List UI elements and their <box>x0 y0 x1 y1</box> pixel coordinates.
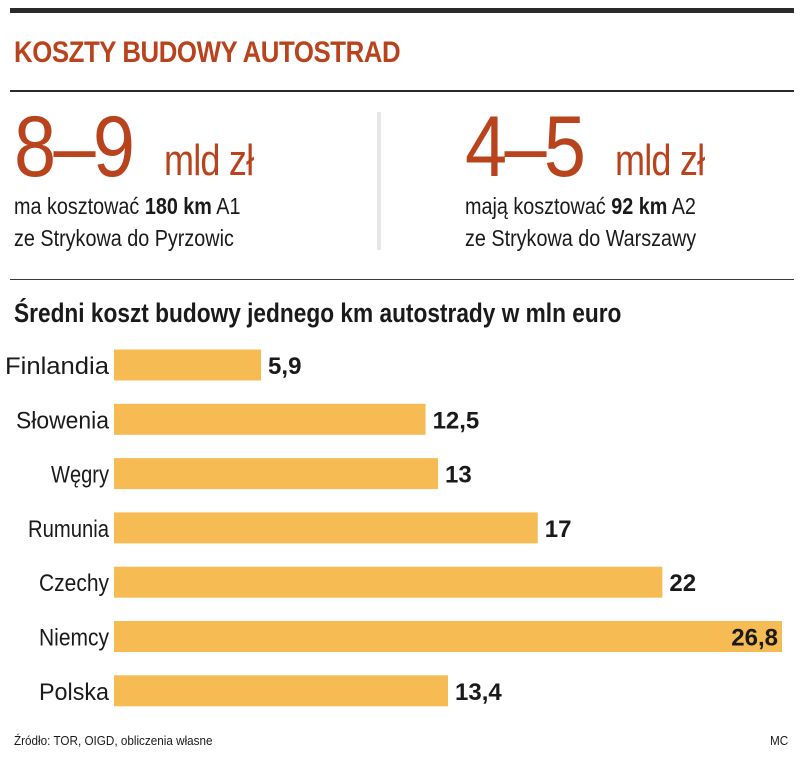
stat-a2: 4–5 mld zł mają kosztować 92 km A2 ze St… <box>465 99 705 251</box>
stat-a1-value: 8–9 <box>14 99 135 195</box>
bar <box>114 621 782 652</box>
category-label: Rumunia <box>28 516 110 543</box>
stat-a1-text-bold: 180 km <box>144 193 212 219</box>
category-label: Polska <box>39 679 110 706</box>
source-note: Źródło: TOR, OIGD, obliczenia własne <box>14 733 213 748</box>
bar <box>114 349 262 381</box>
section-rule <box>10 279 794 280</box>
stat-a2-description: mają kosztować 92 km A2 ze Strykowa do W… <box>465 190 696 254</box>
value-label: 13 <box>445 462 472 489</box>
category-label: Finlandia <box>5 353 110 380</box>
bar <box>114 458 439 490</box>
value-label: 26,8 <box>731 625 778 652</box>
category-label: Czechy <box>39 570 109 597</box>
value-label: 22 <box>669 570 696 597</box>
value-label: 17 <box>545 516 572 543</box>
stat-a1-description: ma kosztować 180 km A1 ze Strykowa do Py… <box>14 190 241 254</box>
stat-a1-text-pre: ma kosztować <box>14 193 145 219</box>
stat-a1-text-line2: ze Strykowa do Pyrzowic <box>14 225 234 251</box>
stat-a2-text-bold: 92 km <box>611 193 668 219</box>
infographic-title: KOSZTY BUDOWY AUTOSTRAD <box>14 36 401 69</box>
bar <box>114 512 538 544</box>
author-credit: MC <box>770 733 789 748</box>
stat-a2-unit: mld zł <box>615 136 705 185</box>
stat-a2-text-pre: mają kosztować <box>465 193 612 219</box>
value-label: 5,9 <box>268 353 301 380</box>
bar <box>114 675 448 707</box>
chart-title: Średni koszt budowy jednego km autostrad… <box>14 298 622 328</box>
top-rule <box>10 8 794 13</box>
stat-a1: 8–9 mld zł ma kosztować 180 km A1 ze Str… <box>14 99 254 251</box>
stat-a1-text-post: A1 <box>211 193 241 219</box>
stat-a2-text-line2: ze Strykowa do Warszawy <box>465 225 697 251</box>
stat-a2-value: 4–5 <box>465 99 586 195</box>
category-label: Węgry <box>51 462 109 489</box>
value-label: 12,5 <box>433 407 480 434</box>
stat-a1-unit: mld zł <box>164 136 254 185</box>
category-label: Słowenia <box>16 407 110 434</box>
stat-a2-text-post: A2 <box>667 193 696 219</box>
title-rule <box>10 90 794 92</box>
category-label: Niemcy <box>39 625 109 652</box>
value-label: 13,4 <box>455 679 502 706</box>
bar <box>114 566 663 598</box>
bar-chart: Finlandia 5,9 Słowenia 12,5 Węgry 13 Rumunia 17… <box>5 349 782 707</box>
stat-separator <box>377 112 381 250</box>
bar <box>114 403 426 435</box>
